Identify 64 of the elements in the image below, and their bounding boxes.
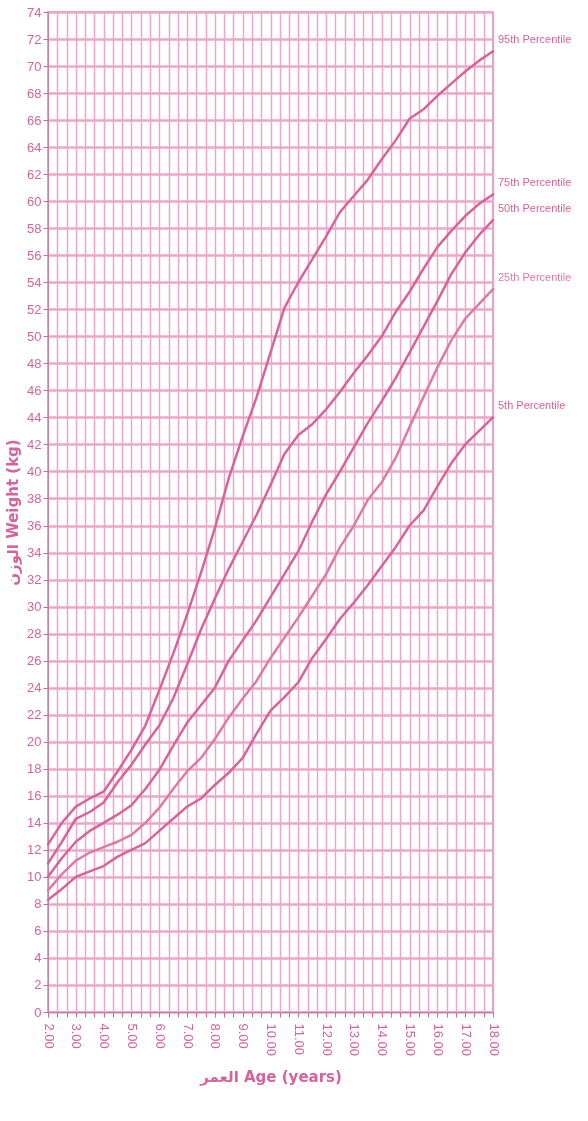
y-tick-label: 36 [27,518,42,534]
y-tick-label: 22 [27,707,42,723]
y-tick-label: 62 [27,166,42,182]
x-tick-label: 15.00 [403,1023,419,1057]
y-tick-label: 54 [27,274,42,290]
y-tick-label: 24 [27,680,42,696]
x-tick-label: 10.00 [264,1023,279,1057]
y-tick-label: 64 [27,139,42,155]
y-tick-label: 48 [27,355,42,371]
line-series [46,49,495,846]
x-tick-label: 18.00 [486,1023,502,1057]
y-tick-label: 52 [27,301,42,317]
y-tick-label: 44 [27,409,42,425]
y-tick-label: 38 [27,490,42,506]
y-tick-label: 68 [27,85,42,101]
y-tick-label: 50 [27,328,42,344]
x-tick-label: 3.00 [69,1023,85,1049]
x-tick-label: 9.00 [236,1023,252,1049]
y-tick-label: 26 [27,653,42,669]
x-tick-label: 5.00 [124,1023,140,1049]
y-tick-label: 30 [27,599,42,615]
y-tick-label: 0 [34,1004,42,1020]
y-tick-label: 28 [27,626,42,642]
y-tick-label: 32 [27,572,42,588]
y-axis-title: الوزن Weight (kg) [4,439,23,586]
x-axis-title: العمر Age (years) [199,1068,342,1087]
series-label: 95th Percentile [498,33,572,46]
y-tick-label: 58 [27,220,42,236]
series-label: 5th Percentile [498,399,566,412]
y-tick-label: 34 [27,545,42,561]
y-tick-label: 6 [34,923,42,939]
x-tick-label: 14.00 [375,1023,391,1057]
x-tick-label: 12.00 [319,1023,335,1057]
line-series [46,416,495,902]
y-tick-label: 72 [27,31,42,47]
y-tick-label: 70 [27,58,42,74]
y-tick-label: 60 [27,193,42,209]
x-tick-label: 2.00 [41,1023,57,1049]
y-tick-label: 12 [27,842,42,858]
y-tick-label: 14 [27,815,42,831]
y-tick-label: 4 [34,950,42,966]
y-tick-label: 10 [27,869,42,885]
y-tick-label: 16 [27,788,42,804]
y-tick-label: 20 [27,734,42,750]
x-tick-label: 7.00 [180,1023,196,1049]
x-tick-label: 8.00 [208,1023,224,1049]
x-tick-label: 11.00 [291,1023,307,1056]
y-tick-label: 18 [27,761,42,777]
y-tick-label: 2 [34,977,42,993]
series-label: 50th Percentile [498,202,572,215]
y-tick-label: 74 [27,4,42,20]
x-tick-label: 17.00 [458,1023,474,1057]
y-tick-label: 66 [27,112,42,128]
y-tick-label: 8 [34,896,42,912]
x-tick-label: 6.00 [152,1023,168,1049]
x-tick-label: 4.00 [97,1023,113,1049]
series-label: 75th Percentile [498,176,572,189]
y-tick-label: 56 [27,247,42,263]
y-tick-label: 40 [27,463,42,479]
x-tick-label: 13.00 [347,1023,363,1057]
y-tick-label: 42 [27,436,42,452]
x-tick-label: 16.00 [430,1023,446,1057]
series-label: 25th Percentile [498,271,572,284]
y-tick-label: 46 [27,382,42,398]
